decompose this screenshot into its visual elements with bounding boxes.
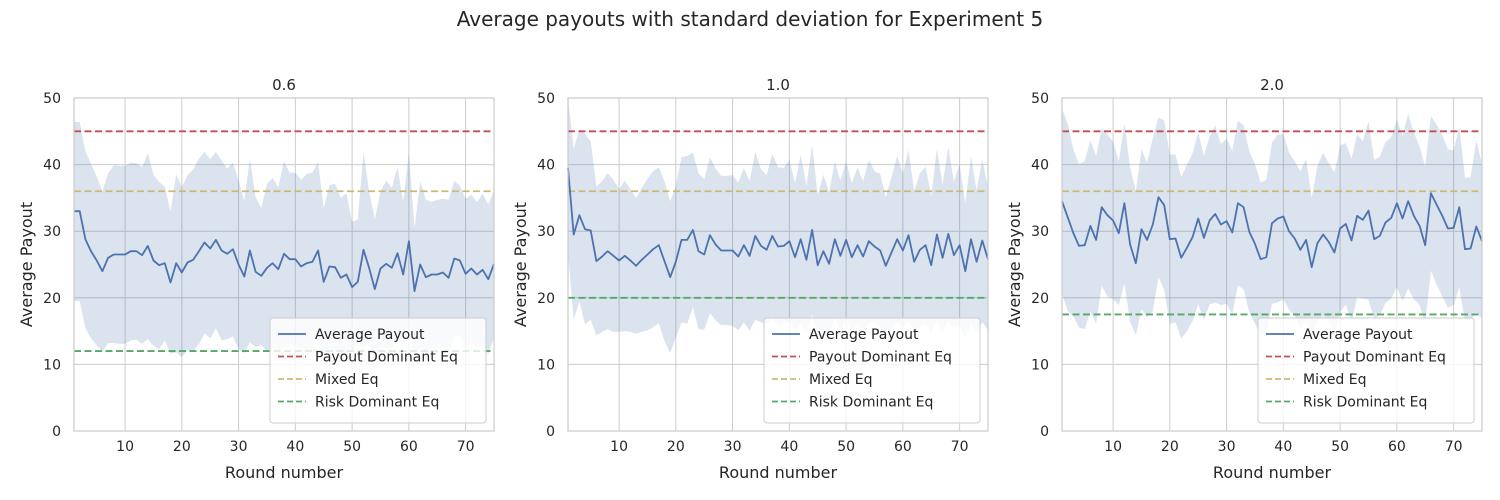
legend: Average Payout Payout Dominant Eq Mixed Eq… <box>269 317 487 424</box>
y-tick-label: 50 <box>537 91 555 107</box>
risk-dominant-eq-legend-label: Risk Dominant Eq <box>315 395 439 411</box>
average-payout-legend-label: Average Payout <box>315 327 425 343</box>
y-tick-label: 50 <box>43 91 61 107</box>
y-tick-label: 30 <box>1031 224 1049 240</box>
x-tick-label: 60 <box>1388 439 1406 455</box>
x-tick-label: 20 <box>1161 439 1179 455</box>
chart-panel-0: 10 20 30 40 50 60 70 0 10 20 30 40 50 0.6 Round number… <box>17 76 495 482</box>
mixed-eq-legend-label: Mixed Eq <box>809 372 873 388</box>
x-tick-label: 70 <box>951 439 969 455</box>
mixed-eq-legend-label: Mixed Eq <box>1303 372 1367 388</box>
y-tick-label: 40 <box>1031 158 1049 174</box>
legend-box <box>763 317 981 424</box>
panel-title: 1.0 <box>766 76 790 94</box>
average-payout-legend-label: Average Payout <box>1303 327 1413 343</box>
legend-box <box>269 317 487 424</box>
x-tick-label: 30 <box>724 439 742 455</box>
plot-frame <box>73 97 495 432</box>
plot-frame <box>1061 97 1483 432</box>
y-tick-label: 20 <box>1031 291 1049 307</box>
y-tick-label: 20 <box>43 291 61 307</box>
y-tick-label: 40 <box>537 158 555 174</box>
y-axis-label: Average Payout <box>511 202 530 327</box>
x-tick-label: 50 <box>343 439 361 455</box>
panel-title: 2.0 <box>1260 76 1284 94</box>
x-tick-label: 30 <box>230 439 248 455</box>
panel-title: 0.6 <box>272 76 296 94</box>
x-tick-label: 30 <box>1218 439 1236 455</box>
payout-dominant-eq-legend-label: Payout Dominant Eq <box>1303 350 1446 366</box>
std-band <box>568 98 988 354</box>
x-tick-label: 10 <box>610 439 628 455</box>
average-payout-line <box>567 167 989 279</box>
chart-panel-1: 10 20 30 40 50 60 70 0 10 20 30 40 50 1.0 Round number… <box>511 76 989 482</box>
x-tick-label: 10 <box>116 439 134 455</box>
std-band <box>74 122 494 360</box>
x-tick-label: 20 <box>667 439 685 455</box>
mixed-eq-legend-label: Mixed Eq <box>315 372 379 388</box>
x-tick-label: 40 <box>286 439 304 455</box>
chart-panel-2: 10 20 30 40 50 60 70 0 10 20 30 40 50 2.0 Round number… <box>1005 76 1483 482</box>
legend: Average Payout Payout Dominant Eq Mixed Eq… <box>1257 317 1475 424</box>
y-axis-label: Average Payout <box>17 202 36 327</box>
risk-dominant-eq-legend-label: Risk Dominant Eq <box>809 395 933 411</box>
x-tick-label: 20 <box>173 439 191 455</box>
y-tick-label: 30 <box>537 224 555 240</box>
x-tick-label: 40 <box>1274 439 1292 455</box>
y-tick-label: 10 <box>43 357 61 373</box>
x-tick-label: 70 <box>1445 439 1463 455</box>
figure-title: Average payouts with standard deviation … <box>457 7 1043 31</box>
x-tick-label: 10 <box>1104 439 1122 455</box>
y-tick-label: 0 <box>1040 424 1049 440</box>
y-tick-label: 0 <box>52 424 61 440</box>
y-tick-label: 20 <box>537 291 555 307</box>
y-tick-label: 40 <box>43 158 61 174</box>
average-payout-line <box>1061 192 1483 269</box>
y-tick-label: 0 <box>546 424 555 440</box>
y-axis-label: Average Payout <box>1005 202 1024 327</box>
plot-frame <box>567 97 989 432</box>
x-tick-label: 70 <box>457 439 475 455</box>
legend: Average Payout Payout Dominant Eq Mixed Eq… <box>763 317 981 424</box>
risk-dominant-eq-legend-label: Risk Dominant Eq <box>1303 395 1427 411</box>
y-tick-label: 30 <box>43 224 61 240</box>
x-axis-label: Round number <box>225 463 344 482</box>
x-axis-label: Round number <box>1213 463 1332 482</box>
legend-box <box>1257 317 1475 424</box>
x-tick-label: 60 <box>400 439 418 455</box>
x-axis-label: Round number <box>719 463 838 482</box>
x-tick-label: 50 <box>1331 439 1349 455</box>
x-tick-label: 40 <box>780 439 798 455</box>
average-payout-legend-label: Average Payout <box>809 327 919 343</box>
y-tick-label: 50 <box>1031 91 1049 107</box>
x-tick-label: 50 <box>837 439 855 455</box>
payout-dominant-eq-legend-label: Payout Dominant Eq <box>315 350 458 366</box>
payout-dominant-eq-legend-label: Payout Dominant Eq <box>809 350 952 366</box>
y-tick-label: 10 <box>537 357 555 373</box>
average-payout-line <box>74 210 495 292</box>
y-tick-label: 10 <box>1031 357 1049 373</box>
x-tick-label: 60 <box>894 439 912 455</box>
